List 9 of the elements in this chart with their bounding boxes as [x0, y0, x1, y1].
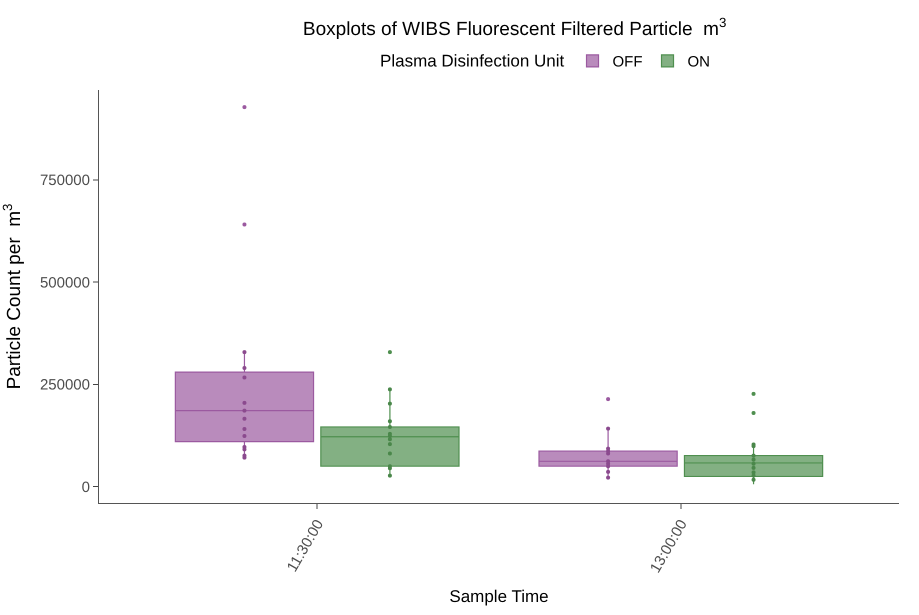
legend-title: Plasma Disinfection Unit	[380, 52, 565, 71]
legend-label: OFF	[612, 54, 643, 71]
y-tick-label: 500000	[40, 274, 90, 292]
y-tick-label: 250000	[40, 376, 90, 394]
legend-label: ON	[688, 54, 710, 71]
x-axis-title: Sample Time	[449, 587, 549, 606]
y-tick-label: 0	[82, 478, 90, 496]
chart-title: Boxplots of WIBS Fluorescent Filtered Particle m$^{3}$	[302, 14, 726, 40]
y-tick-label: 750000	[40, 172, 90, 190]
